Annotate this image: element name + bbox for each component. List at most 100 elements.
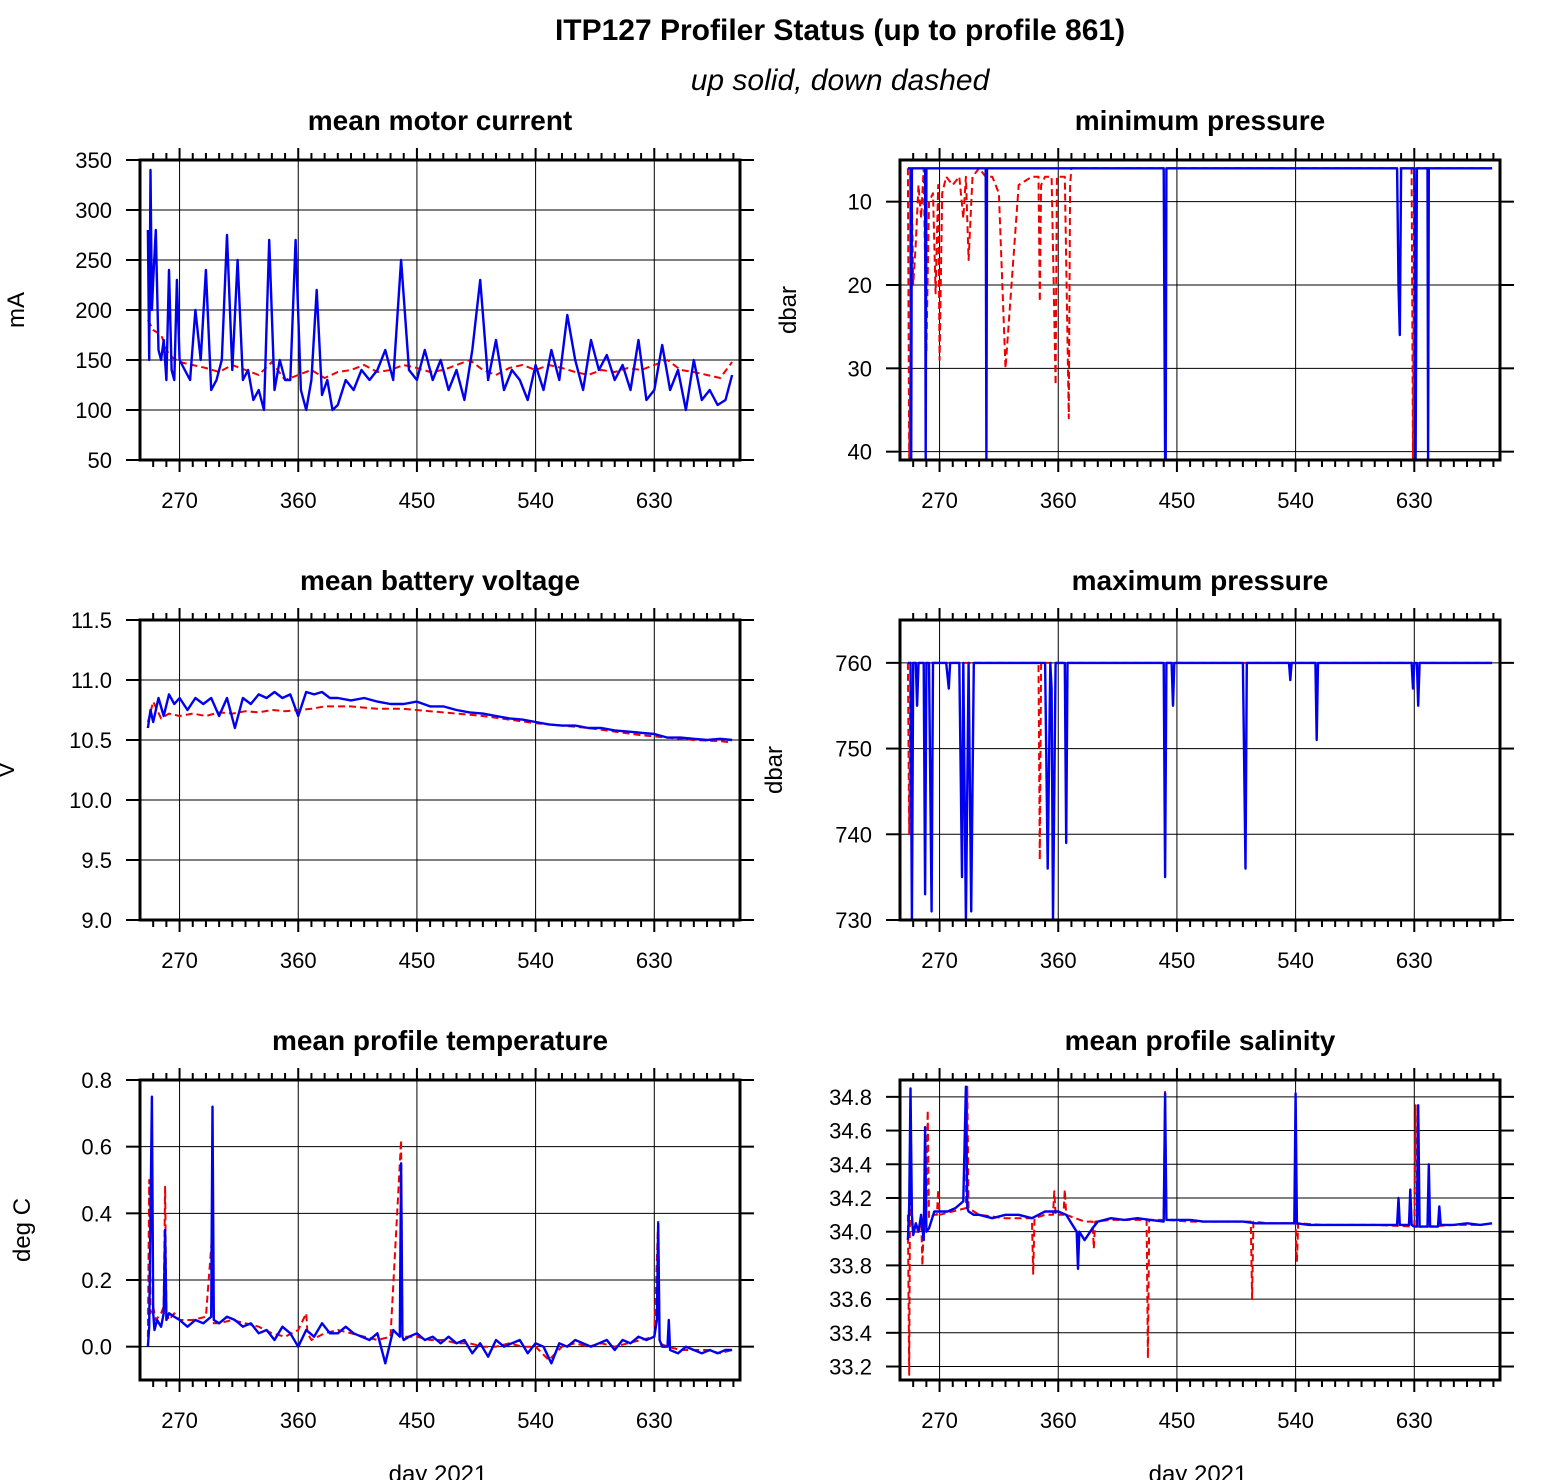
y-tick-label: 0.0 — [81, 1335, 112, 1360]
y-tick-label: 34.8 — [829, 1085, 872, 1110]
y-tick-label: 10.0 — [69, 788, 112, 813]
x-tick-label: 450 — [1159, 488, 1196, 513]
x-tick-label: 270 — [161, 948, 198, 973]
y-tick-label: 33.4 — [829, 1321, 872, 1346]
y-tick-label: 10 — [848, 190, 872, 215]
x-tick-label: 270 — [161, 1408, 198, 1433]
series-down-line — [146, 1139, 733, 1361]
y-tick-label: 11.5 — [71, 608, 112, 633]
y-tick-label: 30 — [848, 356, 872, 381]
panel-title: mean profile temperature — [272, 1025, 608, 1056]
x-tick-label: 360 — [280, 948, 317, 973]
x-tick-label: 450 — [1159, 1408, 1196, 1433]
plot-frame — [898, 618, 1502, 922]
series-up-line — [146, 1095, 733, 1365]
y-tick-label: 250 — [75, 248, 112, 273]
x-tick-label: 540 — [517, 1408, 554, 1433]
y-tick-label: 9.5 — [81, 848, 112, 873]
panel-1: mean motor current 270 360 450 540 630 50 100 15… — [3, 105, 754, 513]
y-tick-label: 33.2 — [829, 1355, 872, 1380]
y-axis-label: mA — [3, 292, 30, 328]
y-tick-label: 100 — [75, 398, 112, 423]
x-tick-label: 630 — [1396, 1408, 1433, 1433]
panel-5: mean profile temperature 270 360 450 540 630 0… — [9, 1025, 754, 1480]
x-tick-label: 450 — [1159, 948, 1196, 973]
plot-frame — [898, 158, 1502, 462]
series-up-line — [907, 661, 1493, 920]
y-tick-label: 200 — [75, 298, 112, 323]
x-tick-label: 630 — [1396, 488, 1433, 513]
series-group — [146, 690, 733, 744]
panel-title: maximum pressure — [1072, 565, 1329, 596]
x-tick-label: 540 — [1277, 488, 1314, 513]
y-tick-label: 34.2 — [829, 1186, 872, 1211]
x-tick-label: 540 — [517, 488, 554, 513]
x-tick-label: 270 — [921, 948, 958, 973]
y-tick-label: 34.6 — [829, 1119, 872, 1144]
y-axis-label: dbar — [761, 746, 788, 794]
y-tick-label: 150 — [75, 348, 112, 373]
y-axis-label: deg C — [9, 1198, 36, 1262]
x-tick-label: 630 — [636, 488, 673, 513]
series-group — [906, 167, 1493, 460]
x-tick-label: 450 — [399, 948, 436, 973]
series-down-line — [906, 1085, 1493, 1376]
x-tick-label: 360 — [280, 1408, 317, 1433]
y-tick-label: 730 — [835, 908, 872, 933]
y-tick-label: 34.4 — [829, 1152, 872, 1177]
series-group — [146, 1095, 733, 1365]
series-down-line — [906, 661, 1493, 861]
plot-frame — [138, 618, 742, 922]
plot-frame — [898, 1078, 1502, 1382]
y-axis-label: dbar — [775, 286, 802, 334]
x-tick-label: 450 — [399, 1408, 436, 1433]
plot-frame — [138, 1078, 742, 1382]
x-tick-label: 270 — [921, 1408, 958, 1433]
series-group — [146, 168, 734, 412]
y-tick-label: 33.6 — [829, 1287, 872, 1312]
series-up-line — [146, 690, 733, 742]
panel-title: mean motor current — [308, 105, 573, 136]
x-axis-label: day 2021 — [1149, 1461, 1248, 1480]
x-tick-label: 540 — [1277, 948, 1314, 973]
y-tick-label: 33.8 — [829, 1253, 872, 1278]
x-tick-label: 360 — [1040, 488, 1077, 513]
panel-2: minimum pressure 270 360 450 540 630 10 20 30 40 d… — [775, 105, 1514, 513]
y-tick-label: 0.8 — [81, 1068, 112, 1093]
y-tick-label: 740 — [835, 822, 872, 847]
x-tick-label: 540 — [517, 948, 554, 973]
y-tick-label: 0.2 — [81, 1268, 112, 1293]
series-down-line — [906, 167, 1493, 460]
y-tick-label: 300 — [75, 198, 112, 223]
panel-title: mean profile salinity — [1065, 1025, 1336, 1056]
series-group — [906, 1085, 1493, 1376]
x-axis-label: day 2021 — [389, 1461, 488, 1480]
panels: mean motor current 270 360 450 540 630 50 100 15… — [0, 105, 1514, 1480]
series-up-line — [907, 167, 1493, 460]
x-tick-label: 360 — [1040, 1408, 1077, 1433]
y-tick-label: 9.0 — [81, 908, 112, 933]
x-tick-label: 270 — [921, 488, 958, 513]
panel-6: mean profile salinity 270 360 450 540 630 33.2… — [829, 1025, 1514, 1480]
y-tick-label: 350 — [75, 148, 112, 173]
x-tick-label: 630 — [636, 1408, 673, 1433]
series-up-line — [146, 168, 734, 412]
series-up-line — [906, 1085, 1493, 1270]
figure-title: ITP127 Profiler Status (up to profile 86… — [555, 14, 1125, 47]
panel-title: mean battery voltage — [300, 565, 580, 596]
series-down-line — [147, 319, 733, 381]
y-tick-label: 10.5 — [69, 728, 112, 753]
x-tick-label: 630 — [636, 948, 673, 973]
y-tick-label: 40 — [848, 440, 872, 465]
y-tick-label: 750 — [835, 737, 872, 762]
x-tick-label: 360 — [1040, 948, 1077, 973]
y-tick-label: 34.0 — [829, 1220, 872, 1245]
y-tick-label: 11.0 — [71, 668, 112, 693]
panel-4: maximum pressure 270 360 450 540 630 730 740 750… — [761, 565, 1514, 973]
y-axis-label: V — [0, 762, 20, 778]
x-tick-label: 630 — [1396, 948, 1433, 973]
x-tick-label: 540 — [1277, 1408, 1314, 1433]
figure-subtitle: up solid, down dashed — [691, 64, 991, 97]
x-tick-label: 270 — [161, 488, 198, 513]
